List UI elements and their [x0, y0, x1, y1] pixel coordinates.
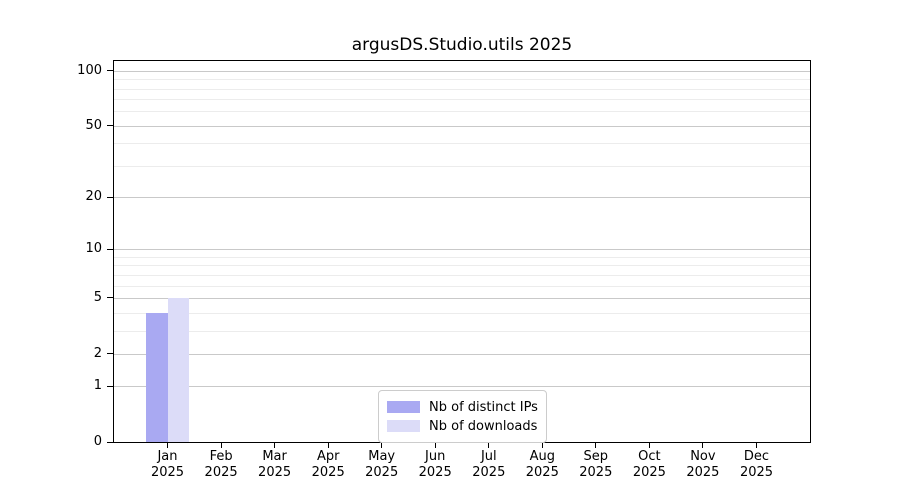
x-axis-tick-label: Oct 2025: [614, 449, 684, 481]
distinct-ips-swatch: [387, 401, 420, 413]
minor-gridline: [114, 274, 810, 276]
x-axis-tick: [381, 443, 383, 448]
legend-label: Nb of downloads: [429, 418, 538, 434]
bar-distinct-ips: [146, 312, 168, 442]
y-axis-tick-label: 0: [93, 434, 102, 449]
x-axis-tick-label: Apr 2025: [293, 449, 363, 481]
month-label: May: [368, 449, 396, 464]
x-axis-tick-label: Jul 2025: [454, 449, 524, 481]
minor-gridline: [114, 265, 810, 267]
year-label: 2025: [365, 465, 399, 480]
y-axis-tick-label: 1: [93, 378, 102, 394]
y-axis-tick: [107, 353, 113, 355]
major-gridline: [114, 297, 810, 299]
minor-gridline: [114, 312, 810, 314]
y-axis-tick: [107, 248, 113, 250]
month-label: Apr: [316, 449, 340, 464]
y-axis-tick: [107, 196, 113, 198]
year-label: 2025: [418, 465, 452, 480]
year-label: 2025: [686, 465, 720, 480]
minor-gridline: [114, 79, 810, 81]
minor-gridline: [114, 99, 810, 101]
year-label: 2025: [632, 465, 666, 480]
x-axis-tick-label: Sep 2025: [561, 449, 631, 481]
year-label: 2025: [472, 465, 506, 480]
y-axis-tick: [107, 441, 113, 443]
x-axis-tick: [167, 443, 168, 448]
minor-gridline: [114, 111, 810, 113]
x-axis-tick: [702, 443, 704, 448]
x-axis-tick: [648, 443, 650, 448]
y-axis-tick-label: 2: [93, 345, 102, 361]
x-axis-tick: [327, 443, 329, 448]
x-axis-tick-label: Nov 2025: [668, 449, 738, 481]
year-label: 2025: [258, 465, 292, 480]
month-label: Nov: [690, 449, 716, 464]
legend-item-downloads: Nb of downloads: [387, 418, 538, 434]
y-axis-tick: [107, 125, 113, 127]
plot-area: Nb of distinct IPs Nb of downloads: [113, 60, 811, 443]
month-label: Jan: [157, 449, 178, 464]
minor-gridline: [114, 165, 810, 167]
x-axis-tick-label: May 2025: [347, 449, 417, 481]
major-gridline: [114, 249, 810, 251]
minor-gridline: [114, 330, 810, 332]
year-label: 2025: [525, 465, 559, 480]
major-gridline: [114, 125, 810, 127]
month-label: Jul: [480, 449, 497, 464]
legend-label: Nb of distinct IPs: [429, 399, 538, 415]
x-axis-tick: [541, 443, 543, 448]
x-axis-tick-label: Jun 2025: [400, 449, 470, 481]
y-axis-tick-label: 100: [77, 62, 102, 78]
month-label: Oct: [638, 449, 661, 464]
month-label: Sep: [583, 449, 609, 464]
y-axis-tick-label: 50: [85, 117, 102, 133]
x-axis-tick-label: Feb 2025: [186, 449, 256, 481]
month-label: Dec: [743, 449, 770, 464]
year-label: 2025: [579, 465, 613, 480]
year-label: 2025: [204, 465, 238, 480]
x-axis-tick: [434, 443, 436, 448]
x-axis-tick: [220, 443, 222, 448]
month-label: Mar: [262, 449, 287, 464]
major-gridline: [114, 70, 810, 72]
x-axis-tick: [488, 443, 490, 448]
x-axis-tick-label: Mar 2025: [240, 449, 310, 481]
major-gridline: [114, 353, 810, 355]
major-gridline: [114, 386, 810, 388]
y-axis-tick: [107, 70, 113, 72]
y-axis-tick-label: 20: [85, 189, 102, 205]
legend-item-distinct-ips: Nb of distinct IPs: [387, 399, 538, 415]
y-axis-tick-label: 10: [85, 241, 102, 257]
year-label: 2025: [311, 465, 345, 480]
minor-gridline: [114, 88, 810, 90]
x-axis-tick: [756, 443, 757, 448]
x-axis-tick-label: Dec 2025: [722, 449, 792, 481]
x-axis-tick: [274, 443, 276, 448]
y-axis-tick: [107, 297, 113, 299]
x-axis-tick: [595, 443, 597, 448]
bar-downloads: [167, 297, 189, 442]
y-axis-tick-label: 5: [93, 289, 102, 305]
minor-gridline: [114, 256, 810, 258]
x-axis-tick-label: Aug 2025: [507, 449, 577, 481]
minor-gridline: [114, 285, 810, 287]
month-label: Jun: [425, 449, 446, 464]
chart-title: argusDS.Studio.utils 2025: [351, 35, 573, 55]
downloads-swatch: [387, 420, 420, 432]
legend: Nb of distinct IPs Nb of downloads: [378, 390, 547, 443]
y-axis-tick: [107, 385, 113, 387]
month-label: Aug: [529, 449, 555, 464]
year-label: 2025: [150, 465, 185, 480]
year-label: 2025: [739, 465, 774, 480]
minor-gridline: [114, 143, 810, 145]
major-gridline: [114, 197, 810, 199]
x-axis-tick-label: Jan 2025: [133, 449, 203, 481]
month-label: Feb: [209, 449, 233, 464]
